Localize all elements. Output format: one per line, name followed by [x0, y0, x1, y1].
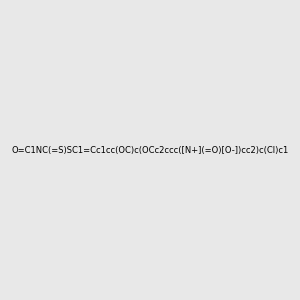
Text: O=C1NC(=S)SC1=Cc1cc(OC)c(OCc2ccc([N+](=O)[O-])cc2)c(Cl)c1: O=C1NC(=S)SC1=Cc1cc(OC)c(OCc2ccc([N+](=O…	[11, 146, 289, 154]
